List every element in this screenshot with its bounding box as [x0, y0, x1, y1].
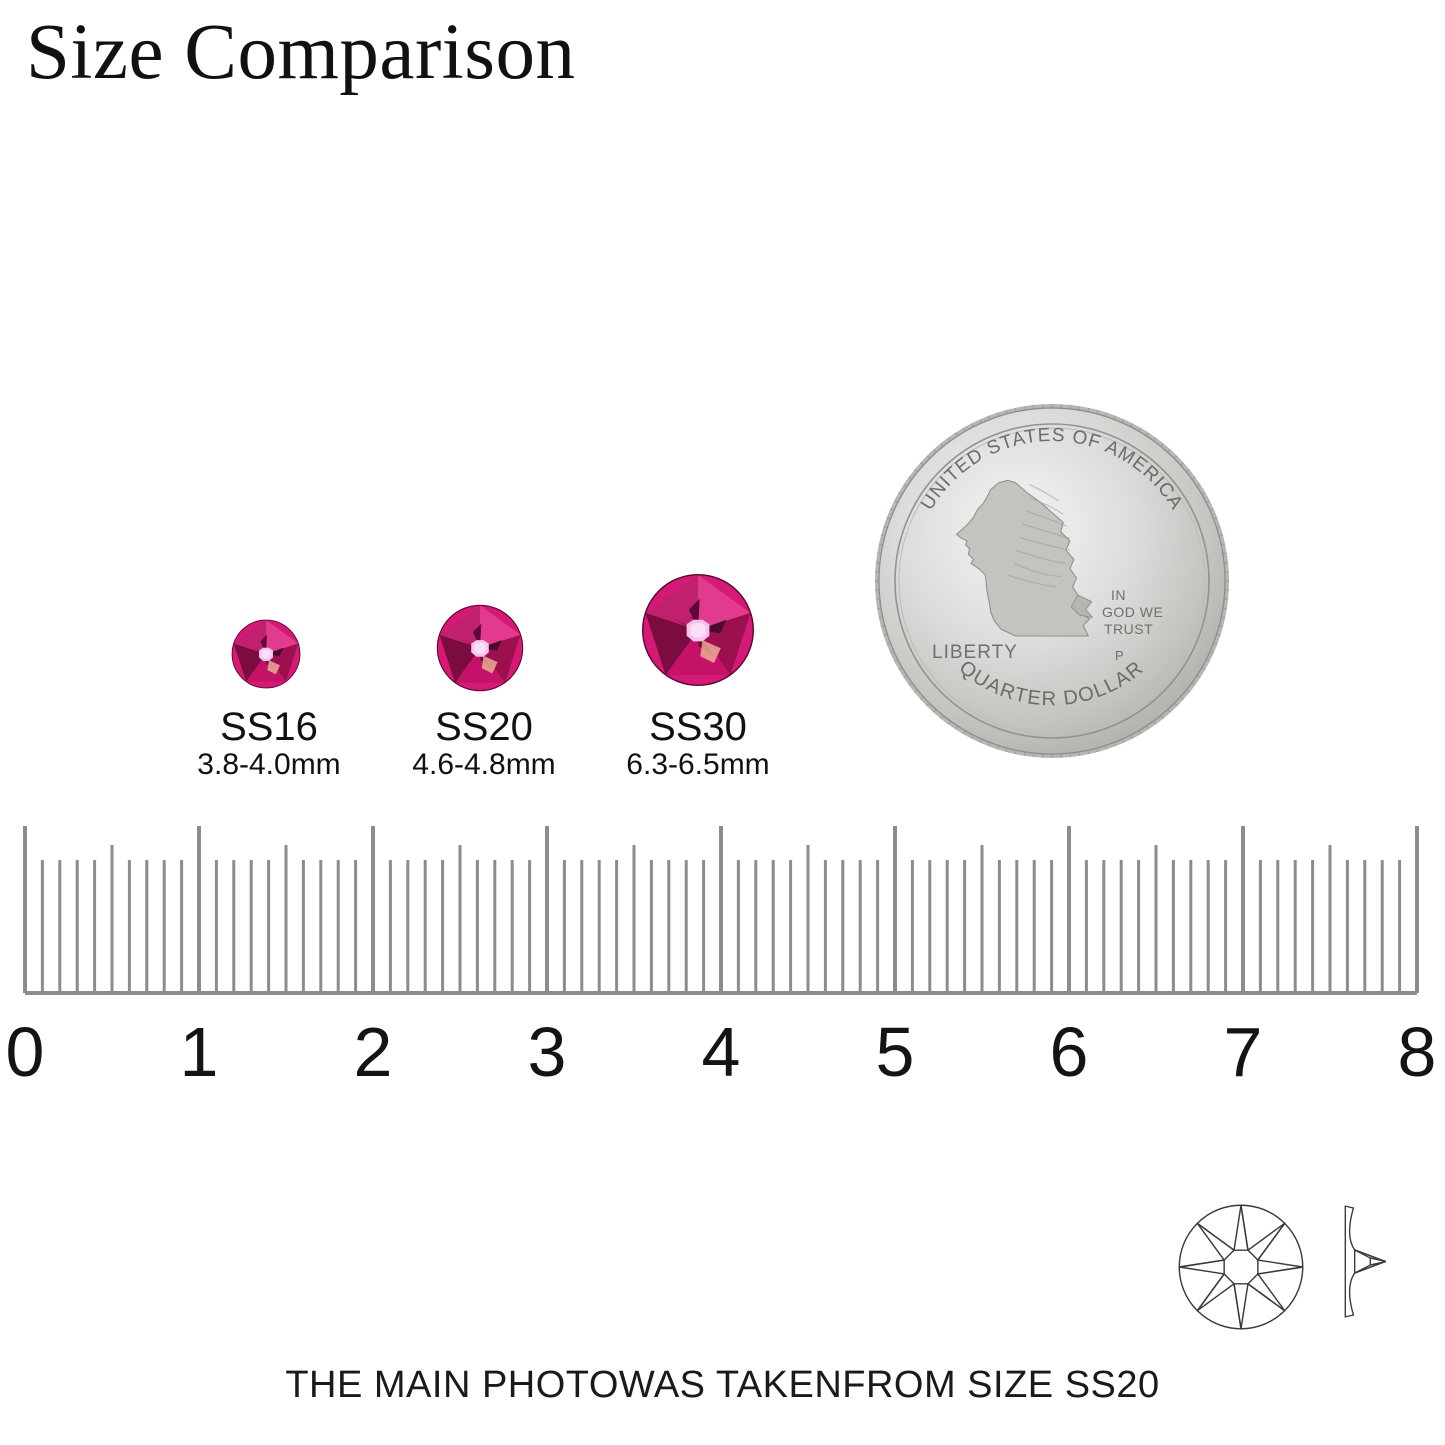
svg-text:3: 3 [528, 1013, 567, 1091]
svg-text:5: 5 [876, 1013, 915, 1091]
svg-text:6: 6 [1050, 1013, 1089, 1091]
svg-text:0: 0 [6, 1013, 45, 1091]
svg-text:2: 2 [354, 1013, 393, 1091]
svg-text:1: 1 [180, 1013, 219, 1091]
svg-text:GOD WE: GOD WE [1102, 604, 1163, 620]
svg-text:7: 7 [1224, 1013, 1263, 1091]
svg-text:8: 8 [1398, 1013, 1437, 1091]
svg-text:IN: IN [1111, 587, 1126, 603]
svg-text:LIBERTY: LIBERTY [932, 642, 1018, 663]
svg-text:4: 4 [702, 1013, 741, 1091]
svg-text:P: P [1115, 648, 1124, 663]
svg-text:TRUST: TRUST [1104, 621, 1153, 637]
